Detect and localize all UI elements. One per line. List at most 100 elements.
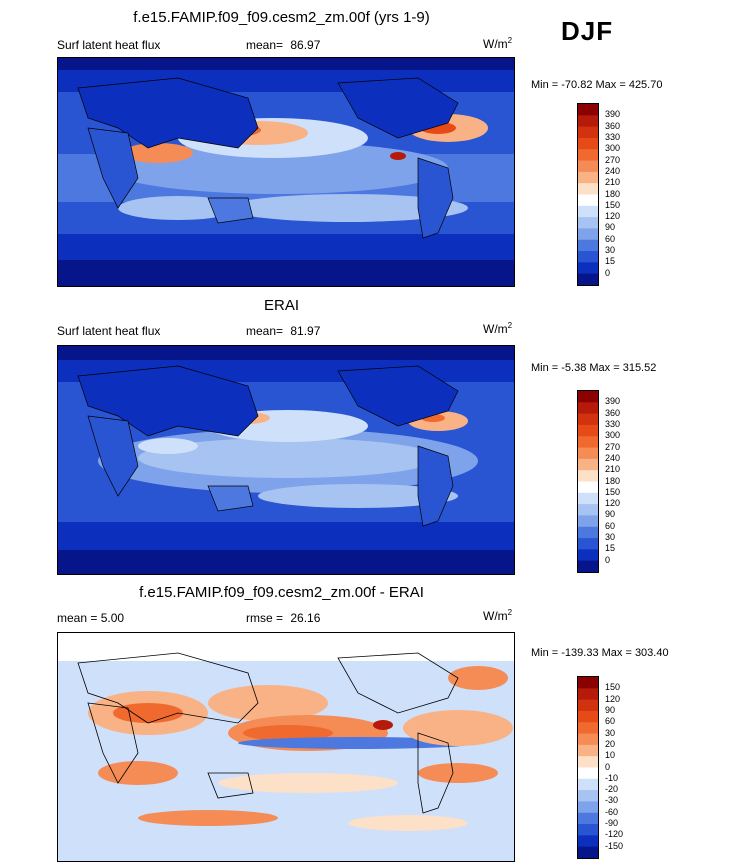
panel-2-mean-label: mean= (246, 324, 284, 338)
colorbar-tick-label: 10 (605, 750, 616, 761)
colorbar-swatch (578, 733, 598, 746)
colorbar-swatch (578, 205, 598, 218)
colorbar-tick-label: 0 (605, 761, 611, 772)
colorbar-tick-label: 150 (605, 486, 621, 497)
panel-2-mean-value: 81.97 (290, 324, 321, 338)
panel-1-mean-stat: mean= 86.97 (246, 38, 320, 52)
colorbar-tick-label: 360 (605, 120, 621, 131)
colorbar-tick-label: 120 (605, 498, 621, 509)
colorbar-tick-label: 180 (605, 188, 621, 199)
panel-1-colorbar-swatches (578, 104, 598, 285)
colorbar-swatch (578, 778, 598, 791)
colorbar-swatch (578, 744, 598, 757)
colorbar-swatch (578, 402, 598, 415)
colorbar-tick-label: 30 (605, 727, 616, 738)
colorbar-swatch (578, 115, 598, 128)
colorbar-tick-label: 360 (605, 407, 621, 418)
colorbar-tick-label: 120 (605, 693, 621, 704)
colorbar-tick-label: 15 (605, 543, 616, 554)
panel-2-mean-stat: mean= 81.97 (246, 324, 320, 338)
colorbar-swatch (578, 688, 598, 701)
panel-1-mean-value: 86.97 (290, 38, 321, 52)
colorbar-swatch (578, 846, 598, 858)
colorbar-tick-label: -10 (605, 772, 619, 783)
colorbar-swatch (578, 538, 598, 550)
colorbar-tick-label: 60 (605, 716, 616, 727)
colorbar-tick-label: 210 (605, 464, 621, 475)
colorbar-swatch (578, 160, 598, 173)
colorbar-tick-label: 0 (605, 267, 611, 278)
panel-2-colorbar (577, 390, 599, 573)
colorbar-tick-label: -90 (605, 818, 619, 829)
colorbar-swatch (578, 239, 598, 252)
panel-3-colorbar-swatches (578, 677, 598, 858)
panel-2-variable-label: Surf latent heat flux (57, 324, 161, 338)
colorbar-tick-label: 270 (605, 441, 621, 452)
panel-2-minmax: Min = -5.38 Max = 315.52 (531, 362, 657, 374)
panel-3-rmse-value: 26.16 (290, 611, 321, 625)
panel-3-minmax: Min = -139.33 Max = 303.40 (531, 647, 669, 659)
colorbar-swatch (578, 481, 598, 494)
colorbar-tick-label: 390 (605, 396, 621, 407)
panel-3-mean-stat: mean = 5.00 (57, 611, 125, 625)
colorbar-swatch (578, 526, 598, 539)
colorbar-swatch (578, 126, 598, 139)
colorbar-swatch (578, 492, 598, 505)
colorbar-tick-label: 300 (605, 143, 621, 154)
panel-1-title: f.e15.FAMIP.f09_f09.cesm2_zm.00f (yrs 1-… (133, 9, 430, 26)
colorbar-tick-label: 90 (605, 222, 616, 233)
panel-1-variable-label: Surf latent heat flux (57, 38, 161, 52)
colorbar-tick-label: -20 (605, 784, 619, 795)
panel-1-map (57, 57, 515, 287)
colorbar-tick-label: 390 (605, 109, 621, 120)
colorbar-swatch (578, 801, 598, 814)
colorbar-tick-label: -150 (605, 840, 624, 851)
colorbar-swatch (578, 436, 598, 449)
colorbar-tick-label: 330 (605, 131, 621, 142)
panel-3-rmse-label: rmse = (246, 611, 284, 625)
colorbar-swatch (578, 699, 598, 712)
colorbar-tick-label: 240 (605, 452, 621, 463)
colorbar-tick-label: 30 (605, 532, 616, 543)
colorbar-swatch (578, 756, 598, 768)
colorbar-tick-label: 300 (605, 430, 621, 441)
colorbar-tick-label: 15 (605, 256, 616, 267)
colorbar-swatch (578, 722, 598, 735)
colorbar-tick-label: 210 (605, 177, 621, 188)
colorbar-tick-label: -60 (605, 806, 619, 817)
colorbar-tick-label: 90 (605, 509, 616, 520)
colorbar-swatch (578, 549, 598, 562)
colorbar-swatch (578, 391, 598, 403)
panel-2-colorbar-swatches (578, 391, 598, 572)
colorbar-swatch (578, 217, 598, 229)
colorbar-tick-label: -30 (605, 795, 619, 806)
colorbar-swatch (578, 273, 598, 285)
colorbar-swatch (578, 251, 598, 263)
colorbar-tick-label: 30 (605, 245, 616, 256)
colorbar-swatch (578, 183, 598, 195)
colorbar-tick-label: 150 (605, 682, 621, 693)
colorbar-swatch (578, 447, 598, 460)
panel-3-map (57, 632, 515, 862)
colorbar-swatch (578, 194, 598, 207)
colorbar-tick-label: 60 (605, 520, 616, 531)
panel-2-units: W/m2 (483, 321, 513, 336)
panel-2-map (57, 345, 515, 575)
season-label: DJF (561, 16, 614, 46)
colorbar-swatch (578, 458, 598, 471)
panel-1-mean-label: mean= (246, 38, 284, 52)
colorbar-swatch (578, 515, 598, 528)
colorbar-swatch (578, 710, 598, 723)
panel-3-title: f.e15.FAMIP.f09_f09.cesm2_zm.00f - ERAI (139, 584, 424, 601)
colorbar-tick-label: 150 (605, 199, 621, 210)
colorbar-swatch (578, 424, 598, 437)
colorbar-swatch (578, 262, 598, 275)
colorbar-swatch (578, 137, 598, 150)
colorbar-tick-label: 120 (605, 211, 621, 222)
colorbar-swatch (578, 504, 598, 516)
colorbar-swatch (578, 228, 598, 241)
panel-3-colorbar (577, 676, 599, 859)
colorbar-tick-label: 0 (605, 554, 611, 565)
colorbar-swatch (578, 812, 598, 825)
colorbar-tick-label: 270 (605, 154, 621, 165)
